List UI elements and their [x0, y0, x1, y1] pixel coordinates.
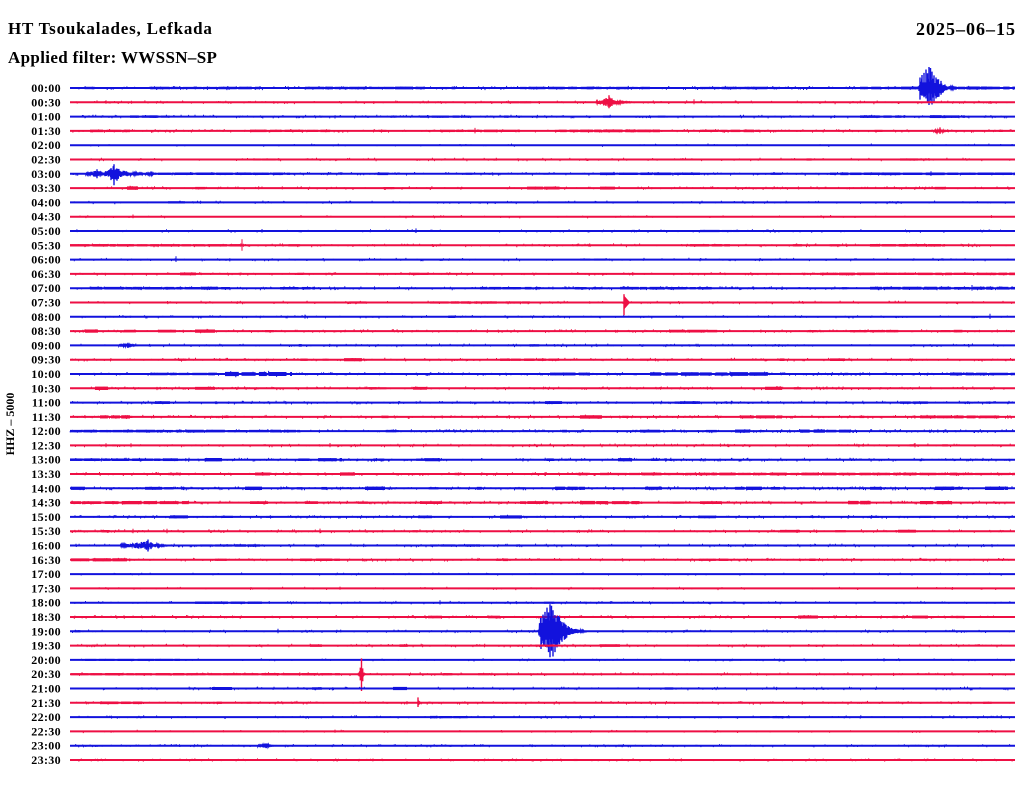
- svg-text:16:00: 16:00: [31, 539, 61, 553]
- svg-text:07:30: 07:30: [31, 296, 61, 310]
- svg-text:14:00: 14:00: [31, 481, 61, 495]
- svg-text:17:30: 17:30: [31, 581, 61, 595]
- svg-text:10:30: 10:30: [31, 381, 61, 395]
- svg-text:08:30: 08:30: [31, 324, 61, 338]
- svg-text:15:00: 15:00: [31, 510, 61, 524]
- svg-text:20:30: 20:30: [31, 667, 61, 681]
- svg-text:23:30: 23:30: [31, 753, 61, 767]
- svg-text:15:30: 15:30: [31, 524, 61, 538]
- svg-text:19:00: 19:00: [31, 624, 61, 638]
- svg-text:03:00: 03:00: [31, 167, 61, 181]
- svg-text:22:30: 22:30: [31, 724, 61, 738]
- svg-text:HHZ – 5000: HHZ – 5000: [3, 393, 17, 456]
- svg-text:09:00: 09:00: [31, 338, 61, 352]
- svg-text:06:00: 06:00: [31, 253, 61, 267]
- svg-text:HT Tsoukalades, Lefkada: HT Tsoukalades, Lefkada: [8, 19, 213, 38]
- svg-text:05:30: 05:30: [31, 238, 61, 252]
- svg-text:09:30: 09:30: [31, 353, 61, 367]
- svg-text:11:00: 11:00: [32, 396, 61, 410]
- svg-text:20:00: 20:00: [31, 653, 61, 667]
- svg-text:16:30: 16:30: [31, 553, 61, 567]
- svg-text:11:30: 11:30: [32, 410, 61, 424]
- svg-text:13:00: 13:00: [31, 453, 61, 467]
- svg-text:10:00: 10:00: [31, 367, 61, 381]
- svg-text:23:00: 23:00: [31, 739, 61, 753]
- svg-text:2025–06–15: 2025–06–15: [916, 19, 1016, 39]
- svg-text:12:00: 12:00: [31, 424, 61, 438]
- svg-text:02:00: 02:00: [31, 138, 61, 152]
- svg-text:18:00: 18:00: [31, 596, 61, 610]
- svg-text:01:00: 01:00: [31, 110, 61, 124]
- svg-text:03:30: 03:30: [31, 181, 61, 195]
- svg-text:04:30: 04:30: [31, 210, 61, 224]
- svg-text:17:00: 17:00: [31, 567, 61, 581]
- svg-text:04:00: 04:00: [31, 195, 61, 209]
- svg-text:08:00: 08:00: [31, 310, 61, 324]
- svg-text:Applied filter: WWSSN–SP: Applied filter: WWSSN–SP: [8, 48, 217, 67]
- svg-text:21:00: 21:00: [31, 682, 61, 696]
- svg-text:22:00: 22:00: [31, 710, 61, 724]
- svg-text:12:30: 12:30: [31, 438, 61, 452]
- svg-text:19:30: 19:30: [31, 639, 61, 653]
- svg-text:02:30: 02:30: [31, 153, 61, 167]
- svg-text:05:00: 05:00: [31, 224, 61, 238]
- svg-text:13:30: 13:30: [31, 467, 61, 481]
- svg-text:01:30: 01:30: [31, 124, 61, 138]
- svg-text:21:30: 21:30: [31, 696, 61, 710]
- svg-text:00:30: 00:30: [31, 95, 61, 109]
- svg-text:18:30: 18:30: [31, 610, 61, 624]
- svg-text:14:30: 14:30: [31, 496, 61, 510]
- svg-text:07:00: 07:00: [31, 281, 61, 295]
- svg-text:06:30: 06:30: [31, 267, 61, 281]
- svg-text:00:00: 00:00: [31, 81, 61, 95]
